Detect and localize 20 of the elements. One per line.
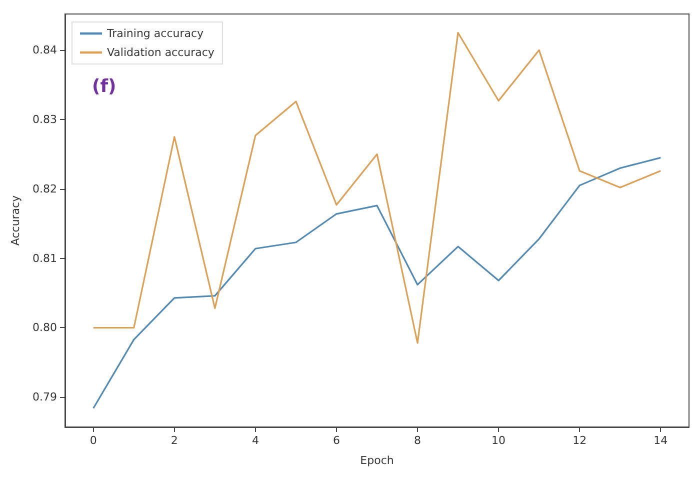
y-tick-label: 0.82: [32, 182, 57, 196]
y-tick-label: 0.81: [32, 252, 57, 265]
y-tick-label: 0.79: [32, 390, 57, 404]
x-tick-label: 4: [252, 434, 259, 447]
y-tick-label: 0.83: [32, 113, 57, 126]
annotation: (f): [92, 76, 116, 97]
line-series: [92, 156, 662, 410]
x-tick-label: 0: [90, 434, 97, 447]
y-tick-label: 0.80: [32, 321, 57, 334]
legend-label: Validation accuracy: [107, 46, 215, 59]
x-tick-label: 6: [332, 434, 340, 447]
x-axis-title: Epoch: [360, 454, 394, 467]
x-tick-label: 10: [492, 434, 506, 447]
y-axis-title: Accuracy: [9, 194, 22, 246]
y-tick-label: 0.84: [32, 44, 57, 57]
x-tick-label: 2: [170, 434, 178, 447]
legend-label: Training accuracy: [106, 27, 204, 40]
x-tick-label: 14: [654, 434, 668, 447]
x-tick-label: 8: [414, 434, 422, 447]
x-tick-label: 12: [572, 434, 587, 447]
